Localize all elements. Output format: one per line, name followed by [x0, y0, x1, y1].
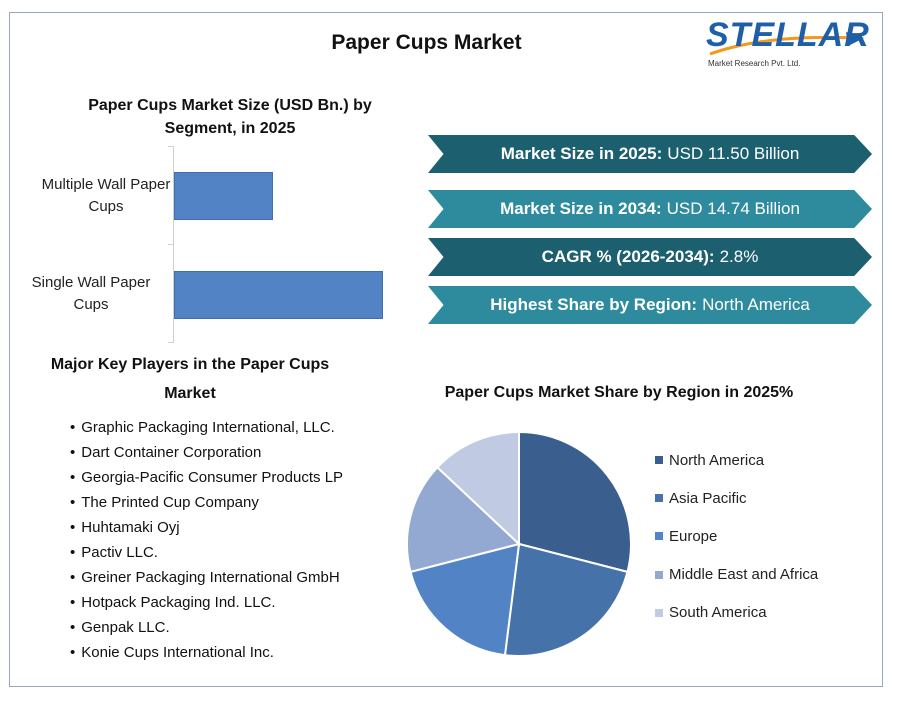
- banner-value: 2.8%: [719, 247, 759, 266]
- logo-tagline: Market Research Pvt. Ltd.: [708, 59, 801, 68]
- bar-category-label: Single Wall Paper Cups: [31, 274, 151, 313]
- list-item: Hotpack Packaging Ind. LLC.: [70, 590, 343, 615]
- list-item: Georgia-Pacific Consumer Products LP: [70, 465, 343, 490]
- list-item: Graphic Packaging International, LLC.: [70, 415, 343, 440]
- legend-swatch: [655, 608, 663, 617]
- legend-item: Middle East and Africa: [655, 556, 818, 594]
- pie-slice-europe: [409, 542, 521, 657]
- bar-category-label: Multiple Wall Paper Cups: [41, 176, 171, 215]
- banner-label: CAGR % (2026-2034):: [541, 247, 715, 266]
- banner-label: Market Size in 2034:: [500, 199, 662, 218]
- stellar-logo: STELLAR Market Research Pvt. Ltd.: [706, 14, 869, 74]
- infographic-frame: [9, 12, 883, 687]
- banner-market-size-2034: Market Size in 2034: USD 14.74 Billion: [428, 190, 872, 228]
- banner-highest-share: Highest Share by Region: North America: [428, 286, 872, 324]
- bar-axis-tick: [168, 146, 174, 147]
- bar-axis-tick: [168, 244, 174, 245]
- legend-item: Asia Pacific: [655, 479, 818, 517]
- pie-slice-south-america: [435, 430, 520, 547]
- banner-market-size-2025: Market Size in 2025: USD 11.50 Billion: [428, 135, 872, 173]
- bar-axis-tick: [168, 342, 174, 343]
- bar-chart-title: Paper Cups Market Size (USD Bn.) by Segm…: [88, 97, 372, 137]
- legend-item: Europe: [655, 517, 818, 555]
- legend-label: South America: [669, 604, 767, 622]
- pie-chart: [406, 430, 632, 657]
- players-title: Major Key Players in the Paper Cups Mark…: [50, 356, 330, 402]
- banner-value: North America: [702, 295, 810, 314]
- bar-multiple-wall: [174, 172, 273, 220]
- list-item: Pactiv LLC.: [70, 540, 343, 565]
- logo-swoosh-icon: [709, 32, 864, 56]
- banner-label: Highest Share by Region:: [490, 295, 698, 314]
- legend-label: Asia Pacific: [669, 489, 747, 507]
- legend-item: South America: [655, 594, 818, 632]
- banner-value: USD 11.50 Billion: [667, 144, 800, 163]
- list-item: Dart Container Corporation: [70, 440, 343, 465]
- legend-item: North America: [655, 441, 818, 479]
- legend-swatch: [655, 456, 663, 465]
- legend-label: Europe: [669, 527, 718, 545]
- legend-swatch: [655, 532, 663, 541]
- pie-legend: North America Asia Pacific Europe Middle…: [655, 441, 818, 632]
- banner-cagr: CAGR % (2026-2034): 2.8%: [428, 238, 872, 276]
- pie-chart-title: Paper Cups Market Share by Region in 202…: [444, 384, 794, 401]
- banner-value: USD 14.74 Billion: [666, 199, 800, 218]
- legend-swatch: [655, 570, 663, 579]
- pie-slice-north-america: [518, 430, 632, 574]
- list-item: Greiner Packaging International GmbH: [70, 565, 343, 590]
- list-item: The Printed Cup Company: [70, 490, 343, 515]
- list-item: Huhtamaki Oyj: [70, 515, 343, 540]
- list-item: Konie Cups International Inc.: [70, 640, 343, 665]
- pie-slice-middle-east-and-africa: [406, 465, 522, 574]
- legend-label: Middle East and Africa: [669, 566, 819, 584]
- pie-slice-asia-pacific: [503, 542, 629, 657]
- page-title: Paper Cups Market: [331, 31, 522, 54]
- logo-wordmark: STELLAR: [706, 16, 870, 54]
- bar-single-wall: [174, 271, 383, 319]
- players-list: Graphic Packaging International, LLC. Da…: [70, 415, 343, 665]
- legend-swatch: [655, 494, 663, 503]
- list-item: Genpak LLC.: [70, 615, 343, 640]
- legend-label: North America: [669, 451, 765, 469]
- banner-label: Market Size in 2025:: [500, 144, 663, 163]
